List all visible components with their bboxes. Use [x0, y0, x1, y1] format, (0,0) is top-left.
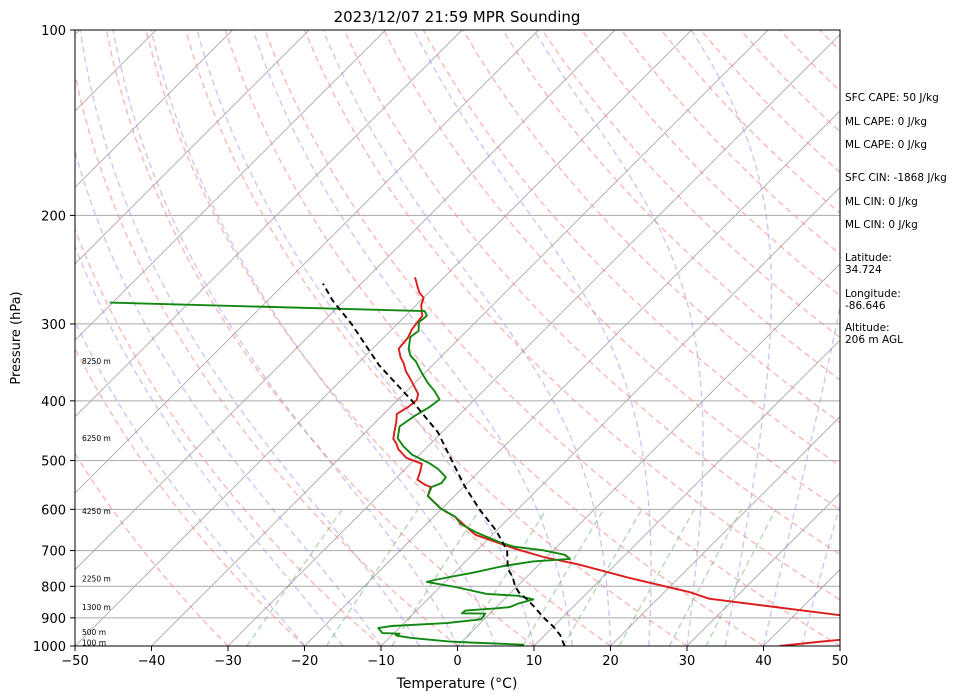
altitude-text: Altitude: 206 m AGL — [845, 322, 903, 346]
height-label: 6250 m — [82, 434, 111, 443]
x-tick-label: −20 — [291, 654, 318, 669]
mixing-ratio-line — [462, 509, 546, 646]
y-tick-label: 500 — [41, 455, 66, 470]
y-axis-label: Pressure (hPa) — [9, 291, 24, 384]
y-tick-label: 800 — [41, 580, 66, 595]
longitude-text: Longitude: -86.646 — [845, 288, 901, 312]
y-tick-label: 100 — [41, 24, 66, 39]
height-label: 1300 m — [82, 603, 111, 612]
dry-adiabat — [0, 30, 228, 646]
height-label: 500 m — [82, 628, 106, 637]
mixing-ratio-line — [706, 509, 776, 646]
ml-cin-text: ML CIN: 0 J/kg — [845, 196, 918, 208]
dry-adiabat — [146, 30, 611, 646]
mixing-ratio-line — [669, 509, 741, 646]
y-tick-label: 900 — [41, 612, 66, 627]
plot-frame — [75, 30, 840, 646]
isotherm-line — [75, 30, 692, 646]
x-tick-label: −50 — [61, 654, 88, 669]
ml-cape-text-2: ML CAPE: 0 J/kg — [845, 139, 927, 151]
isotherm-line — [0, 30, 3, 646]
moist-adiabat — [151, 30, 495, 646]
latitude-text: Latitude: 34.724 — [845, 252, 892, 276]
x-tick-label: 30 — [679, 654, 696, 669]
y-tick-label: 200 — [41, 209, 66, 224]
x-tick-label: 10 — [526, 654, 543, 669]
mixing-ratio-line — [247, 509, 343, 646]
dry-adiabat — [27, 30, 381, 646]
x-tick-label: −10 — [367, 654, 394, 669]
chart-title: 2023/12/07 21:59 MPR Sounding — [334, 8, 581, 26]
ml-cape-text: ML CAPE: 0 J/kg — [845, 116, 927, 128]
x-tick-label: −30 — [214, 654, 241, 669]
moist-adiabat — [80, 30, 419, 646]
x-tick-label: −40 — [138, 654, 165, 669]
dry-adiabat — [225, 30, 763, 646]
x-tick-label: 0 — [453, 654, 461, 669]
isotherm-line — [0, 30, 615, 646]
isotherm-line — [0, 30, 539, 646]
x-tick-label: 20 — [602, 654, 619, 669]
y-tick-label: 600 — [41, 503, 66, 518]
y-tick-label: 300 — [41, 318, 66, 333]
moist-adiabat — [113, 30, 457, 646]
y-tick-label: 400 — [41, 395, 66, 410]
moist-adiabat — [197, 30, 534, 646]
x-axis-label: Temperature (°C) — [396, 676, 518, 692]
height-label: 2250 m — [82, 574, 111, 583]
moist-adiabat — [25, 30, 343, 646]
y-tick-label: 700 — [41, 545, 66, 560]
sfc-cin-text: SFC CIN: -1868 J/kg — [845, 172, 947, 184]
sfc-cape-text: SFC CAPE: 50 J/kg — [845, 92, 939, 104]
height-label: 8250 m — [82, 357, 111, 366]
height-label: 4250 m — [82, 507, 111, 516]
x-tick-label: 40 — [755, 654, 772, 669]
mixing-ratio-line — [523, 509, 604, 646]
y-tick-label: 1000 — [33, 640, 66, 655]
ml-cin-text-2: ML CIN: 0 J/kg — [845, 219, 918, 231]
x-tick-label: 50 — [832, 654, 849, 669]
isotherm-line — [305, 30, 922, 646]
